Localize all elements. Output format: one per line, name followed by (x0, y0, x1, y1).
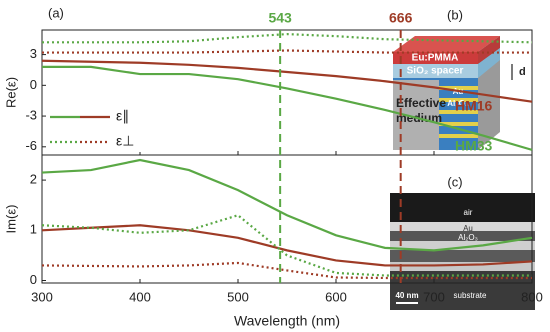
series-line (41, 261, 532, 280)
image-label: Au (463, 224, 473, 233)
image-label: substrate (454, 291, 487, 300)
y-tick-label: 3 (30, 46, 37, 61)
x-tick-label: 300 (31, 289, 53, 304)
series-line (41, 59, 533, 103)
x-tick-label: 800 (521, 289, 543, 304)
series-line (41, 214, 532, 277)
block-label: Effective (396, 96, 446, 110)
y-tick-label: -3 (25, 108, 37, 123)
layer-label: SiO₂ spacer (407, 66, 464, 77)
x-tick-label: 600 (325, 289, 347, 304)
panel-label: (a) (48, 5, 64, 20)
series-line (41, 158, 533, 252)
panel-label: (b) (447, 7, 463, 22)
y-tick-label: 1 (30, 222, 37, 237)
y-tick-label: 2 (30, 172, 37, 187)
marker-label: 666 (389, 10, 413, 26)
series-line (42, 32, 533, 44)
x-axis-label: Wavelength (nm) (234, 313, 340, 329)
panel-label: (c) (447, 174, 462, 189)
thickness-label: d (519, 66, 526, 78)
layer-label: Al₂O₃ (447, 99, 469, 108)
y-tick-label: 0 (30, 77, 37, 92)
legend-box (46, 106, 146, 152)
y-axis-label: Im(ε) (3, 205, 18, 234)
series-line (42, 49, 532, 54)
y-axis-label: Re(ε) (3, 77, 18, 108)
x-tick-label: 500 (227, 289, 249, 304)
series-line (41, 224, 533, 267)
y-tick-label: -6 (25, 138, 37, 153)
tem-image (390, 193, 535, 310)
y-tick-label: 0 (30, 272, 37, 287)
series-line (42, 65, 533, 151)
layer-label: Eu:PMMA (412, 53, 459, 64)
x-tick-label: 400 (129, 289, 151, 304)
scale-label: 40 nm (395, 291, 418, 300)
annotation: HM33 (455, 138, 493, 154)
image-label: air (464, 208, 473, 217)
image-label: Al₂O₃ (458, 233, 478, 242)
x-tick-label: 700 (423, 289, 445, 304)
legend-label: ε∥ (116, 108, 129, 124)
plot-frame (41, 154, 533, 284)
legend-label: ε⊥ (116, 133, 134, 149)
annotation: HM16 (455, 98, 493, 114)
marker-label: 543 (268, 10, 292, 26)
